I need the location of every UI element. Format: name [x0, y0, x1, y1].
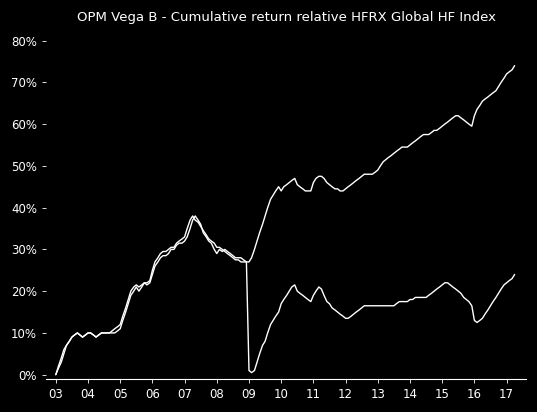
Title: OPM Vega B - Cumulative return relative HFRX Global HF Index: OPM Vega B - Cumulative return relative …	[76, 11, 496, 24]
